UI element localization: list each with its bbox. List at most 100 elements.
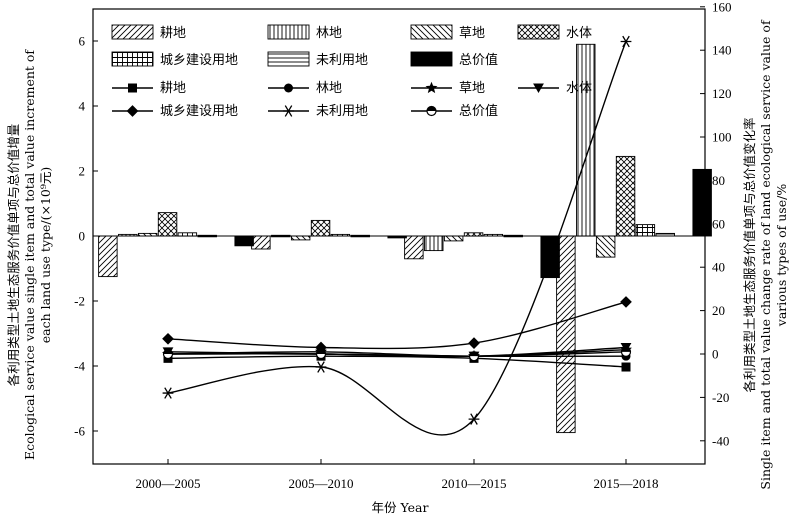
- bar: [503, 234, 523, 238]
- line-marker: [620, 35, 632, 48]
- left-axis-title-line2: Ecological service value single item and…: [22, 49, 37, 460]
- x-tick-label: 2015—2018: [594, 476, 659, 491]
- legend-marker: [425, 81, 438, 94]
- legend-label: 草地: [459, 26, 485, 41]
- right-tick-label: 120: [712, 86, 732, 101]
- bar: [350, 234, 370, 238]
- left-tick-label: 6: [79, 34, 86, 49]
- left-tick-label: -6: [74, 424, 85, 439]
- left-tick-label: 4: [79, 99, 86, 114]
- left-tick-label: 2: [79, 164, 86, 179]
- line-marker: [468, 413, 480, 425]
- legend-swatch: [410, 51, 453, 67]
- bar: [118, 233, 138, 237]
- bar: [330, 233, 351, 237]
- bar: [615, 155, 636, 237]
- legend-marker: [426, 105, 437, 117]
- legend-label: 城乡建设用地: [160, 53, 238, 68]
- left-axis-title-line1: 各利用类型土地生态服务价值单项与总价值增量: [6, 124, 21, 387]
- right-tick-label: 60: [712, 216, 725, 231]
- bar: [424, 235, 444, 252]
- line-marker: [620, 296, 632, 308]
- bar: [576, 43, 596, 237]
- bar: [404, 235, 424, 260]
- legend-marker: [126, 105, 139, 117]
- legend-swatch: [111, 24, 154, 40]
- legend-marker: [284, 83, 293, 93]
- left-tick-label: -2: [74, 294, 85, 309]
- legend-label: 林地: [316, 81, 342, 96]
- legend-swatch: [410, 24, 453, 40]
- right-tick-label: 140: [712, 43, 732, 58]
- left-tick-label: 0: [79, 229, 86, 244]
- legend-label: 水体: [566, 81, 592, 96]
- bar: [595, 235, 616, 258]
- left-axis-title: 各利用类型土地生态服务价值单项与总价值增量 Ecological service…: [6, 49, 53, 460]
- bar: [655, 232, 675, 237]
- legend-marker: [128, 83, 137, 93]
- bar: [98, 235, 118, 278]
- line-marker: [621, 362, 631, 372]
- legend-marker: [283, 105, 294, 117]
- legend-swatch: [517, 24, 560, 40]
- bar: [290, 235, 311, 241]
- right-tick-label: 40: [712, 260, 725, 275]
- bar-group: [98, 43, 712, 434]
- legend-label: 未利用地: [316, 104, 368, 119]
- left-tick-label: -4: [74, 359, 85, 374]
- bar: [197, 234, 217, 238]
- series-line: [167, 351, 627, 357]
- bar: [692, 168, 712, 237]
- legend-marker: [533, 83, 544, 93]
- right-tick-label: 80: [712, 173, 725, 188]
- bar: [157, 212, 178, 237]
- axes: -6-4-20246-40-20020406080100120140160200…: [74, 0, 731, 491]
- bar: [234, 235, 254, 247]
- bar: [251, 235, 271, 250]
- legend-swatch: [267, 24, 310, 40]
- bar: [443, 235, 464, 242]
- line-marker: [468, 337, 480, 349]
- right-axis-title-line3: various types of use/%: [774, 184, 789, 328]
- x-tick-label: 2010—2015: [442, 476, 507, 491]
- bar: [177, 232, 198, 237]
- right-axis-title-line1: 各利用类型土地生态服务价值单项与总价值变化率: [742, 117, 757, 392]
- legend-label: 总价值: [459, 103, 498, 119]
- x-axis-title: 年份 Year: [372, 500, 429, 515]
- legend-label: 城乡建设用地: [160, 104, 238, 119]
- right-axis-title-line2: Single item and total value change rate …: [758, 19, 773, 490]
- bar: [463, 232, 484, 237]
- line-marker: [315, 361, 327, 373]
- bar: [483, 233, 504, 237]
- bar: [310, 219, 331, 237]
- legend-label: 草地: [459, 81, 485, 96]
- left-axis-title-line3: each land use type/(×10⁹元): [38, 167, 53, 344]
- bar: [137, 232, 158, 237]
- right-tick-label: -40: [712, 433, 729, 448]
- series-line: [167, 355, 627, 368]
- legend-label: 林地: [316, 26, 342, 41]
- legend-label: 耕地: [160, 25, 186, 41]
- series-line: [167, 41, 627, 436]
- line-group: [162, 35, 632, 436]
- line-marker: [620, 346, 632, 357]
- bar: [635, 224, 656, 237]
- right-tick-label: 160: [712, 0, 732, 14]
- bar: [556, 235, 576, 434]
- right-tick-label: -20: [712, 390, 729, 405]
- legend: 耕地 林地 草地 水体城乡建设用地 未利用地 总价值耕地 林地 草地 水体城乡建设用地 未利用地总…: [111, 24, 592, 119]
- legend-swatch: [267, 51, 310, 67]
- line-marker: [162, 387, 174, 399]
- legend-label: 未利用地: [316, 53, 368, 68]
- bar: [271, 234, 291, 238]
- line-marker: [468, 351, 480, 362]
- legend-swatch: [111, 51, 154, 67]
- legend-label: 耕地: [160, 80, 186, 96]
- right-axis-title: 各利用类型土地生态服务价值单项与总价值变化率 Single item and t…: [742, 19, 789, 490]
- series-line: [167, 301, 627, 350]
- legend-label: 水体: [566, 26, 592, 41]
- x-tick-label: 2005—2010: [289, 476, 354, 491]
- line-marker: [162, 348, 174, 360]
- right-tick-label: 0: [712, 347, 719, 362]
